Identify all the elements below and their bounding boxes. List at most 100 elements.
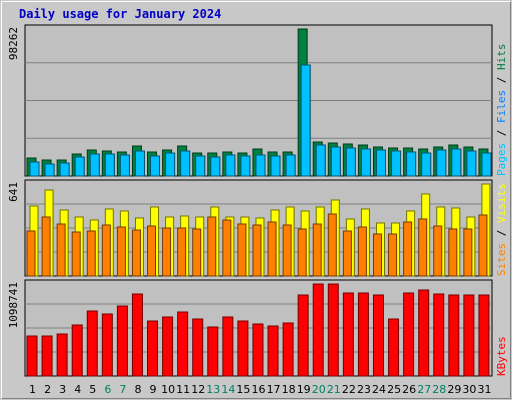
x-tick-label: 7 [119, 383, 126, 396]
bar-pages-day-31 [481, 152, 492, 177]
bar-sites-day-22 [342, 230, 352, 277]
bar-kbytes-day-5 [86, 310, 98, 377]
x-tick-label: 11 [176, 383, 190, 396]
bar-pages-day-7 [119, 154, 130, 177]
x-tick-label: 19 [297, 383, 311, 396]
bar-sites-day-28 [433, 225, 443, 277]
bar-sites-day-2 [41, 216, 51, 277]
x-tick-label: 31 [477, 383, 491, 396]
panel-bot-legend: KBytes [495, 336, 508, 376]
bar-kbytes-day-27 [418, 289, 430, 377]
x-tick-label: 5 [89, 383, 96, 396]
x-tick-label: 1 [29, 383, 36, 396]
x-tick-label: 25 [387, 383, 401, 396]
bar-sites-day-29 [448, 228, 458, 277]
x-tick-label: 14 [221, 383, 235, 396]
bar-kbytes-day-15 [237, 320, 249, 377]
x-tick-label: 18 [282, 383, 296, 396]
x-tick-label: 17 [267, 383, 281, 396]
bar-sites-day-23 [357, 226, 367, 277]
bar-pages-day-28 [436, 149, 447, 177]
bar-pages-day-8 [134, 150, 145, 177]
x-tick-label: 22 [342, 383, 356, 396]
bar-kbytes-day-9 [147, 320, 159, 377]
bar-sites-day-4 [71, 231, 81, 277]
bar-pages-day-15 [240, 155, 251, 177]
bar-pages-day-29 [451, 148, 462, 177]
x-tick-label: 16 [252, 383, 266, 396]
bar-sites-day-21 [327, 213, 337, 277]
x-tick-label: 26 [402, 383, 416, 396]
bar-pages-day-14 [225, 154, 236, 177]
bar-pages-day-6 [104, 153, 115, 177]
bar-kbytes-day-6 [101, 313, 113, 377]
x-tick-label: 12 [191, 383, 205, 396]
bar-kbytes-day-18 [282, 322, 294, 377]
legend-visits: Visits [495, 183, 508, 223]
bar-sites-day-30 [463, 228, 473, 277]
bar-kbytes-day-4 [71, 324, 83, 377]
x-tick-label: 8 [134, 383, 141, 396]
bar-sites-day-17 [267, 221, 277, 277]
bar-sites-day-31 [478, 214, 488, 277]
x-tick-label: 28 [432, 383, 446, 396]
panel-mid-legend: Sites / Visits [495, 183, 508, 276]
legend-sites: Sites [495, 243, 508, 276]
bar-sites-day-26 [403, 221, 413, 277]
bar-kbytes-day-22 [342, 292, 354, 377]
x-tick-label: 27 [417, 383, 431, 396]
bar-kbytes-day-26 [403, 292, 415, 377]
x-tick-label: 15 [236, 383, 250, 396]
bar-kbytes-day-2 [41, 335, 53, 377]
bar-kbytes-day-10 [162, 316, 174, 377]
bar-kbytes-day-12 [192, 318, 204, 377]
bar-pages-day-10 [165, 152, 176, 177]
bar-pages-day-26 [406, 151, 417, 177]
x-tick-label: 9 [150, 383, 157, 396]
bar-kbytes-day-31 [478, 294, 490, 377]
legend-files: Files [495, 90, 508, 123]
chart-title: Daily usage for January 2024 [19, 7, 222, 21]
bar-kbytes-day-8 [131, 293, 143, 377]
x-tick-label: 21 [327, 383, 341, 396]
bar-kbytes-day-7 [116, 305, 128, 377]
bar-pages-day-30 [466, 150, 477, 177]
bar-pages-day-2 [44, 163, 55, 177]
bar-kbytes-day-19 [297, 294, 309, 377]
bar-kbytes-day-20 [312, 283, 324, 377]
panel-bot-max-label: 1098741 [7, 282, 20, 328]
bar-pages-day-13 [210, 156, 221, 177]
bar-pages-day-4 [74, 156, 85, 177]
bar-kbytes-day-16 [252, 323, 264, 377]
bar-sites-day-11 [177, 227, 187, 277]
bar-sites-day-24 [372, 233, 382, 277]
bar-sites-day-19 [297, 228, 307, 277]
legend-pages: Pages [495, 143, 508, 176]
x-tick-label: 30 [462, 383, 476, 396]
bar-sites-day-13 [207, 216, 217, 277]
bar-pages-day-3 [59, 162, 70, 177]
bar-pages-day-20 [315, 144, 326, 177]
bar-sites-day-7 [116, 226, 126, 277]
bar-kbytes-day-17 [267, 325, 279, 377]
bar-sites-day-20 [312, 223, 322, 277]
bar-kbytes-day-23 [357, 292, 369, 377]
bar-kbytes-day-29 [448, 294, 460, 377]
bar-kbytes-day-30 [463, 294, 475, 377]
bar-sites-day-10 [162, 227, 172, 277]
bar-sites-day-25 [388, 233, 398, 277]
bar-kbytes-day-11 [177, 311, 189, 377]
bar-kbytes-day-21 [327, 283, 339, 377]
bar-pages-day-19 [300, 64, 311, 177]
bar-sites-day-12 [192, 228, 202, 277]
bar-sites-day-1 [26, 230, 36, 277]
panel-mid-max-label: 641 [7, 182, 20, 202]
bar-pages-day-1 [29, 161, 40, 177]
bar-sites-day-16 [252, 224, 262, 277]
bar-pages-day-23 [360, 148, 371, 177]
bar-pages-day-11 [180, 150, 191, 177]
bar-kbytes-day-25 [388, 318, 400, 377]
x-tick-label: 29 [447, 383, 461, 396]
